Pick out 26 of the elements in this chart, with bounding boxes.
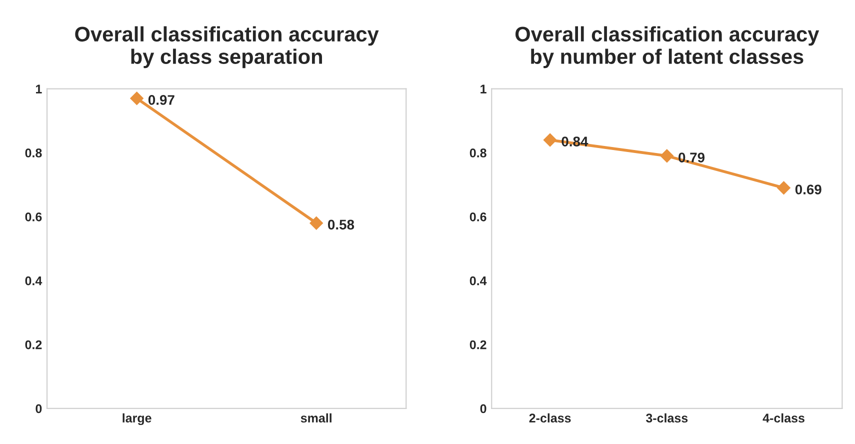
x-tick-label: large	[122, 413, 152, 426]
data-label: 0.97	[148, 95, 174, 105]
x-tick-label: 2-class	[529, 413, 571, 423]
data-label: 0.69	[795, 184, 822, 194]
y-tick-label: 0	[480, 404, 486, 414]
data-label: 0.58	[328, 220, 354, 230]
y-tick-label: 0	[36, 404, 42, 414]
y-tick-label: 0.2	[25, 340, 42, 350]
point	[777, 181, 790, 194]
y-tick-label: 0.4	[25, 276, 42, 286]
chart-title: Overall classification accuracy by number of latent classes	[515, 26, 820, 68]
point	[660, 149, 674, 163]
chart-title: Overall classification accuracy by class separation	[75, 26, 379, 68]
data-label: 0.79	[678, 152, 705, 162]
point	[543, 133, 557, 147]
x-tick-label: 3-class	[646, 413, 688, 423]
y-tick-label: 0.4	[470, 276, 487, 286]
x-tick-label: 4-class	[762, 413, 804, 423]
y-tick-label: 0.6	[470, 212, 486, 222]
x-tick-label: small	[300, 413, 332, 423]
y-tick-label: 0.8	[470, 148, 486, 158]
y-tick-label: 1	[480, 84, 486, 94]
y-tick-label: 0.2	[470, 340, 486, 350]
y-tick-label: 0.8	[25, 148, 42, 158]
y-tick-label: 0.6	[25, 212, 42, 222]
y-tick-label: 1	[36, 84, 42, 94]
